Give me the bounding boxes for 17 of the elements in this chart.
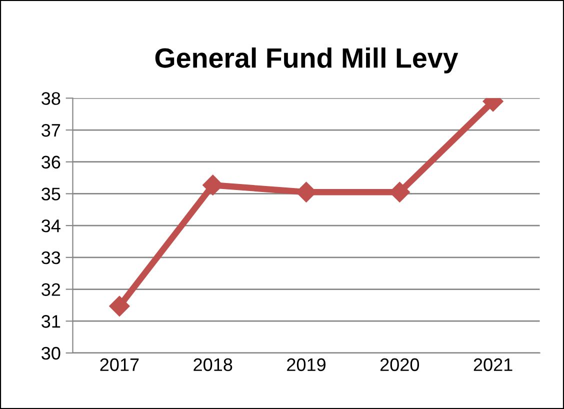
x-tick-label: 2020 xyxy=(380,358,420,372)
y-tick-label: 30 xyxy=(42,346,60,360)
y-tick-label: 32 xyxy=(42,283,60,296)
x-tick-label: 2021 xyxy=(474,358,512,372)
y-tick-label: 36 xyxy=(42,156,60,169)
x-tick-label: 2019 xyxy=(287,358,326,372)
y-tick-label: 31 xyxy=(42,315,60,328)
x-tick-label: 2017 xyxy=(100,358,139,372)
y-tick-label: 35 xyxy=(42,188,60,200)
x-tick-label: 2018 xyxy=(194,358,232,372)
y-tick-label: 34 xyxy=(42,220,60,232)
y-tick-label: 33 xyxy=(42,251,60,264)
y-tick-label: 37 xyxy=(42,124,60,137)
point xyxy=(202,174,224,196)
point xyxy=(109,296,130,316)
chart-title: General Fund Mill Levy xyxy=(155,47,458,74)
y-tick-label: 38 xyxy=(42,92,60,105)
